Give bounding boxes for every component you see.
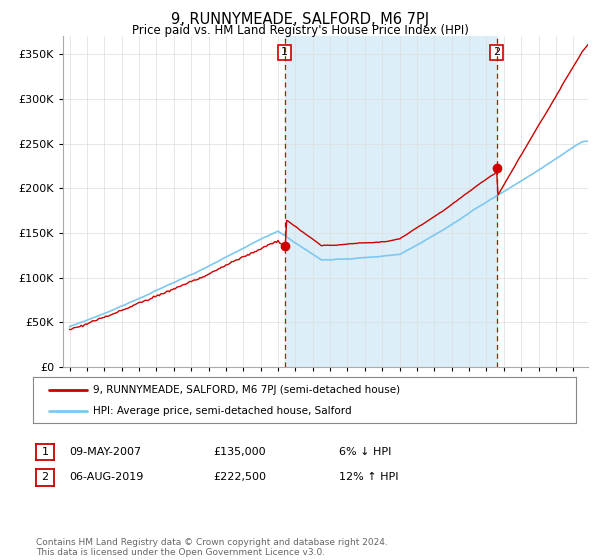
Text: £222,500: £222,500 xyxy=(213,472,266,482)
Text: 2: 2 xyxy=(493,48,500,58)
Text: HPI: Average price, semi-detached house, Salford: HPI: Average price, semi-detached house,… xyxy=(93,407,352,416)
Bar xyxy=(284,36,497,367)
Text: 9, RUNNYMEADE, SALFORD, M6 7PJ (semi-detached house): 9, RUNNYMEADE, SALFORD, M6 7PJ (semi-det… xyxy=(93,385,400,395)
Text: £135,000: £135,000 xyxy=(213,447,266,457)
Text: 06-AUG-2019: 06-AUG-2019 xyxy=(69,472,143,482)
Text: Contains HM Land Registry data © Crown copyright and database right 2024.
This d: Contains HM Land Registry data © Crown c… xyxy=(36,538,388,557)
Text: 9, RUNNYMEADE, SALFORD, M6 7PJ: 9, RUNNYMEADE, SALFORD, M6 7PJ xyxy=(171,12,429,27)
Text: Price paid vs. HM Land Registry's House Price Index (HPI): Price paid vs. HM Land Registry's House … xyxy=(131,24,469,37)
Text: 2: 2 xyxy=(41,472,49,482)
Text: 12% ↑ HPI: 12% ↑ HPI xyxy=(339,472,398,482)
Text: 1: 1 xyxy=(281,48,288,58)
Text: 09-MAY-2007: 09-MAY-2007 xyxy=(69,447,141,457)
Text: 6% ↓ HPI: 6% ↓ HPI xyxy=(339,447,391,457)
Text: 1: 1 xyxy=(41,447,49,457)
